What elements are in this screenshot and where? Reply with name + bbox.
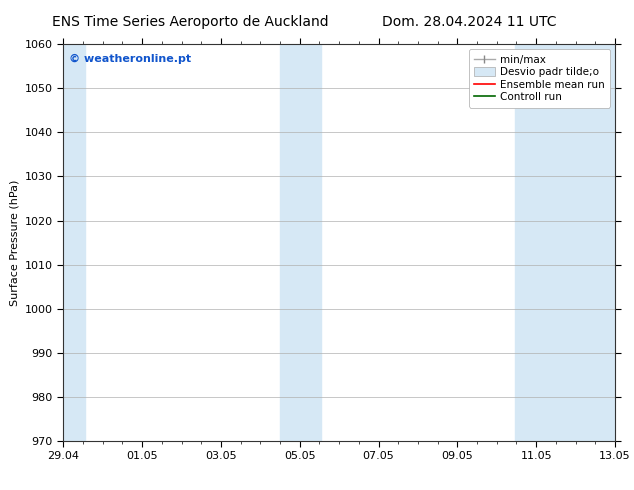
Bar (554, 44, 615, 441)
Legend: min/max, Desvio padr tilde;o, Ensemble mean run, Controll run: min/max, Desvio padr tilde;o, Ensemble m… (469, 49, 610, 107)
Text: ENS Time Series Aeroporto de Auckland: ENS Time Series Aeroporto de Auckland (52, 15, 328, 29)
Bar (63, 44, 85, 441)
Bar (515, 44, 554, 441)
Bar (280, 44, 321, 441)
Text: Dom. 28.04.2024 11 UTC: Dom. 28.04.2024 11 UTC (382, 15, 557, 29)
Y-axis label: Surface Pressure (hPa): Surface Pressure (hPa) (10, 179, 19, 306)
Text: © weatheronline.pt: © weatheronline.pt (69, 54, 191, 64)
